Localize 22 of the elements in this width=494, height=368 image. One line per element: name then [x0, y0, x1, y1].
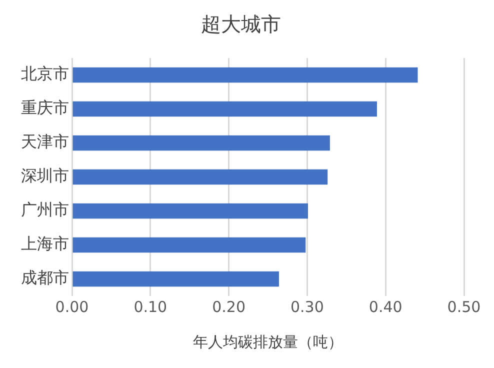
x-tick-label: 0.30 — [290, 298, 324, 316]
y-tick-label: 上海市 — [21, 234, 69, 254]
bar — [72, 203, 308, 219]
bar — [72, 237, 306, 253]
chart-title: 超大城市 — [201, 12, 281, 36]
bar — [72, 135, 330, 151]
bar — [72, 169, 328, 185]
x-tick-label: 0.50 — [447, 298, 481, 316]
x-axis-title: 年人均碳排放量（吨） — [193, 332, 343, 351]
bar — [72, 101, 377, 117]
y-tick-label: 北京市 — [21, 64, 69, 84]
bar — [72, 271, 279, 287]
x-tick-label: 0.40 — [368, 298, 402, 316]
x-tick-label: 0.20 — [212, 298, 246, 316]
y-tick-label: 成都市 — [21, 268, 69, 288]
bar — [72, 67, 418, 83]
y-tick-label: 重庆市 — [21, 98, 69, 118]
x-tick-label: 0.00 — [55, 298, 89, 316]
y-tick-label: 深圳市 — [21, 166, 69, 186]
y-tick-label: 广州市 — [21, 200, 69, 220]
x-tick-label: 0.10 — [134, 298, 168, 316]
y-tick-label: 天津市 — [21, 132, 69, 152]
